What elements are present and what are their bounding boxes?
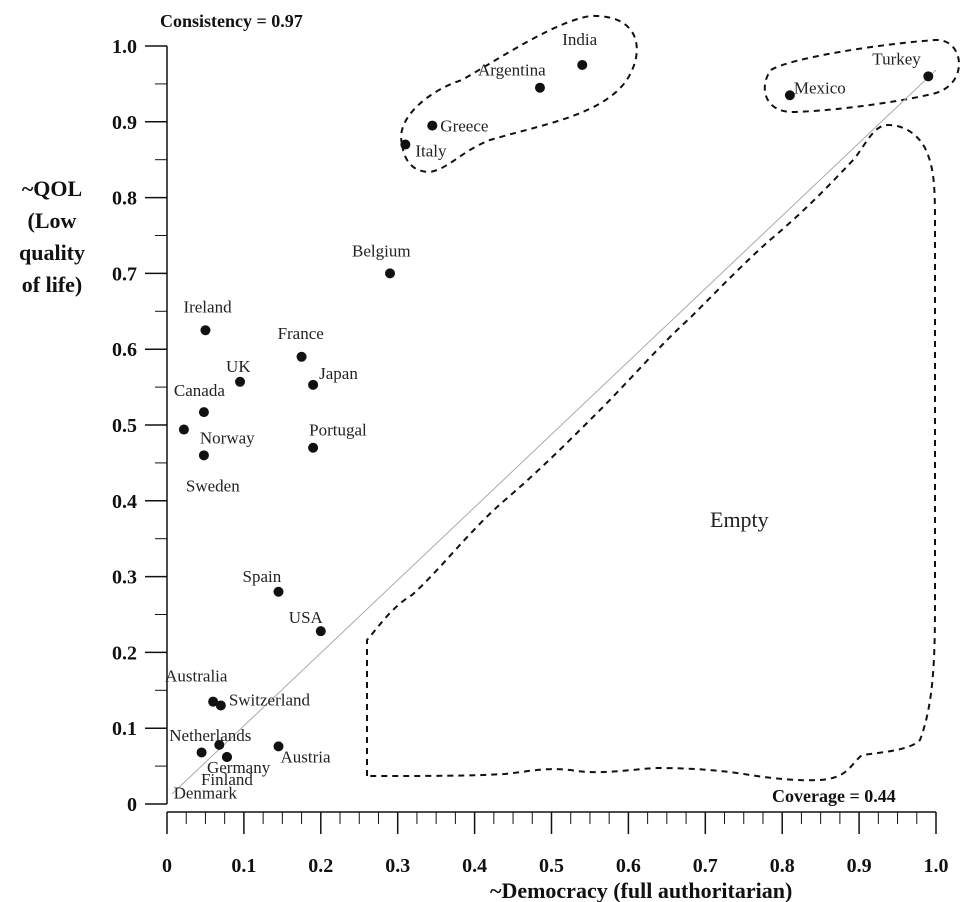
point-label: Germany	[207, 758, 271, 777]
x-tick-label: 0.2	[308, 855, 333, 877]
point-label: Switzerland	[229, 690, 311, 709]
y-tick-label: 0.2	[112, 642, 137, 664]
data-point	[923, 71, 934, 82]
data-point	[296, 351, 307, 362]
y-axis-title: ~QOL (Low quality of life)	[19, 176, 85, 297]
point-label: Canada	[174, 381, 225, 400]
y-tick-label: 0.1	[112, 718, 137, 740]
cluster-outline-top	[400, 14, 638, 174]
y-axis-title-line: ~QOL	[22, 176, 82, 201]
y-axis-title-line: of life)	[22, 272, 82, 297]
point-label: Argentina	[478, 61, 546, 80]
data-point	[308, 442, 319, 453]
data-point	[273, 741, 284, 752]
consistency-annotation: Consistency = 0.97	[160, 11, 303, 31]
y-tick-label: 0.9	[112, 112, 137, 134]
point-label: Japan	[319, 364, 358, 383]
x-tick-label: 0.4	[462, 855, 487, 877]
point-label: Italy	[415, 142, 447, 161]
point-label: Belgium	[352, 241, 411, 260]
y-tick-label: 0.3	[112, 567, 137, 589]
y-tick-label: 0.7	[112, 263, 137, 285]
data-point	[221, 752, 232, 763]
data-points	[178, 59, 934, 763]
data-point	[385, 268, 396, 279]
point-label: France	[278, 324, 324, 343]
point-label: Greece	[440, 117, 488, 136]
x-tick-label: 0.6	[616, 855, 641, 877]
y-tick-label: 0.4	[112, 491, 137, 513]
x-tick-label: 0.7	[693, 855, 718, 877]
y-tick-label: 0.8	[112, 188, 137, 210]
point-label: Norway	[200, 428, 255, 447]
data-point	[200, 325, 211, 336]
x-tick-label: 0.1	[231, 855, 256, 877]
point-label: UK	[226, 357, 251, 376]
y-tick-label: 0	[127, 794, 137, 816]
empty-region-outline	[366, 123, 936, 782]
point-label: Austria	[281, 747, 332, 766]
tick-labels: 0 0.1 0.2 0.3 0.4 0.5 0.6 0.7 0.8 0.9 1.0 0 0.1 0.2 0.…	[112, 36, 949, 877]
data-point	[178, 424, 189, 435]
coverage-annotation: Coverage = 0.44	[772, 786, 896, 806]
data-point	[214, 739, 225, 750]
diagonal-line	[171, 69, 937, 795]
point-label: Spain	[243, 567, 282, 586]
data-point	[215, 700, 226, 711]
x-tick-label: 0.9	[847, 855, 872, 877]
point-label: Finland	[201, 770, 253, 789]
empty-region-label: Empty	[710, 507, 769, 532]
point-label: Portugal	[309, 421, 367, 440]
data-point	[427, 120, 438, 131]
y-axis-title-line: quality	[19, 240, 85, 265]
x-tick-label: 1.0	[924, 855, 949, 877]
dashed-regions	[366, 14, 960, 782]
point-label: Mexico	[794, 78, 846, 97]
point-label: Turkey	[872, 49, 921, 68]
data-point	[196, 747, 207, 758]
data-point	[784, 90, 795, 101]
data-point	[400, 139, 411, 150]
point-label: USA	[289, 608, 324, 627]
point-labels: India Argentina Greece Italy Turkey Mexico Bel…	[165, 30, 921, 803]
y-tick-label: 1.0	[112, 36, 137, 58]
data-point	[235, 376, 246, 387]
point-label: Netherlands	[169, 726, 251, 745]
x-tick-label: 0.8	[770, 855, 795, 877]
x-axis-title: ~Democracy (full authoritarian)	[490, 878, 792, 902]
point-label: Australia	[165, 667, 228, 686]
data-point	[534, 82, 545, 93]
data-point	[315, 626, 326, 637]
y-tick-label: 0.6	[112, 339, 137, 361]
x-tick-label: 0.5	[539, 855, 564, 877]
data-point	[208, 696, 219, 707]
point-label: Sweden	[186, 477, 240, 496]
x-tick-label: 0.3	[385, 855, 410, 877]
data-point	[198, 407, 209, 418]
y-tick-label: 0.5	[112, 415, 137, 437]
data-point	[198, 450, 209, 461]
point-label: Denmark	[174, 783, 238, 802]
cluster-outline-right	[763, 38, 960, 114]
point-label: Ireland	[183, 297, 232, 316]
data-point	[308, 379, 319, 390]
y-axis-title-line: (Low	[28, 208, 77, 233]
data-point	[577, 59, 588, 70]
point-label: India	[562, 30, 597, 49]
data-point	[273, 586, 284, 597]
x-tick-label: 0	[162, 855, 172, 877]
